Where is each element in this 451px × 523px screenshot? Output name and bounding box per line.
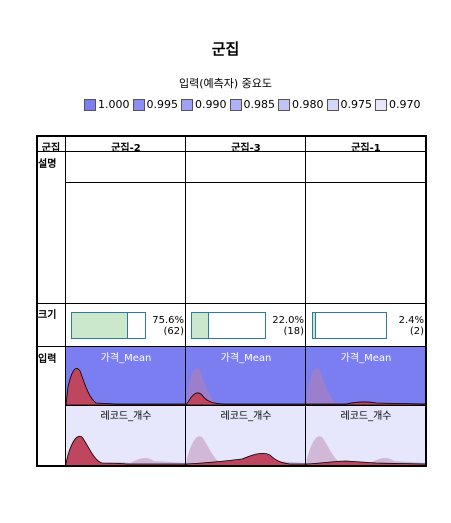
size-bar-fill (192, 313, 210, 338)
grid-line (36, 303, 427, 304)
legend-label: 0.990 (195, 97, 227, 111)
distribution-plot (66, 368, 186, 405)
input-label: 레코드_개수 (340, 411, 392, 422)
legend-label: 0.995 (146, 97, 179, 111)
legend-item: 1.000 (84, 98, 130, 111)
legend-item: 0.985 (229, 97, 276, 111)
size-count: (62) (163, 326, 184, 337)
legend-swatch (326, 98, 339, 111)
legend-label: 0.970 (389, 97, 421, 111)
legend-label: 0.985 (243, 97, 276, 111)
input-cell[interactable]: 레코드_개수 (66, 405, 186, 466)
input-cell[interactable]: 가격_Mean (306, 347, 426, 405)
size-percent: 2.4% (398, 315, 424, 326)
input-label: 레코드_개수 (100, 411, 152, 422)
grid-line (36, 135, 427, 137)
input-label: 가격_Mean (220, 353, 272, 364)
legend-label: 0.975 (340, 97, 373, 111)
input-cell[interactable]: 가격_Mean (186, 347, 306, 405)
grid-line (66, 405, 426, 406)
size-percent: 22.0% (272, 315, 304, 326)
legend-label: 0.980 (292, 97, 324, 111)
legend-label: 1.000 (98, 97, 130, 111)
legend-swatch (132, 98, 145, 111)
corner-header: 군집 (41, 143, 61, 154)
cluster-header: 군집-1 (351, 143, 381, 154)
input-cell[interactable]: 레코드_개수 (186, 405, 306, 466)
row-label-description: 설명 (38, 159, 57, 170)
page-title: 군집 (211, 40, 240, 58)
grid-line (305, 135, 306, 467)
legend-item: 0.995 (132, 97, 179, 111)
input-cell[interactable]: 가격_Mean (66, 347, 186, 405)
grid-line (36, 346, 427, 347)
row-label-inputs: 입력 (38, 354, 57, 365)
grid-line (65, 135, 66, 467)
input-label: 레코드_개수 (220, 411, 272, 422)
legend-swatch (278, 98, 290, 111)
legend-swatch (229, 98, 242, 111)
size-bar (71, 312, 146, 339)
distribution-plot (306, 436, 426, 466)
size-percent: 75.6% (152, 315, 184, 326)
size-bar (312, 312, 387, 339)
legend-item: 0.970 (375, 98, 421, 111)
grid-line (66, 182, 426, 183)
grid-line (36, 465, 427, 467)
grid-line (36, 135, 38, 467)
importance-legend: 1.000 0.995 0.990 0.985 0.980 0.975 0.97… (84, 98, 424, 111)
distribution-plot (306, 368, 426, 405)
cluster-header: 군집-2 (111, 143, 141, 154)
size-count: (2) (409, 326, 424, 337)
legend-item: 0.980 (278, 98, 324, 111)
input-label: 가격_Mean (340, 353, 392, 364)
size-bar-fill (72, 313, 129, 338)
grid-line (36, 151, 427, 152)
grid-line (185, 135, 186, 467)
input-cell[interactable]: 레코드_개수 (306, 405, 426, 466)
size-count: (18) (283, 326, 304, 337)
grid-line (425, 135, 427, 467)
legend-swatch (181, 98, 193, 111)
distribution-plot (186, 368, 306, 405)
size-bar-fill (313, 313, 316, 338)
legend-swatch (375, 98, 387, 111)
row-label-size: 크기 (38, 310, 57, 321)
distribution-plot (186, 436, 306, 466)
legend-item: 0.990 (181, 98, 227, 111)
legend-title: 입력(예측자) 중요도 (178, 77, 273, 90)
size-bar (191, 312, 266, 339)
legend-swatch (84, 98, 96, 111)
cluster-header: 군집-3 (231, 143, 261, 154)
distribution-plot (66, 435, 186, 466)
input-label: 가격_Mean (100, 353, 152, 364)
legend-item: 0.975 (326, 97, 373, 111)
